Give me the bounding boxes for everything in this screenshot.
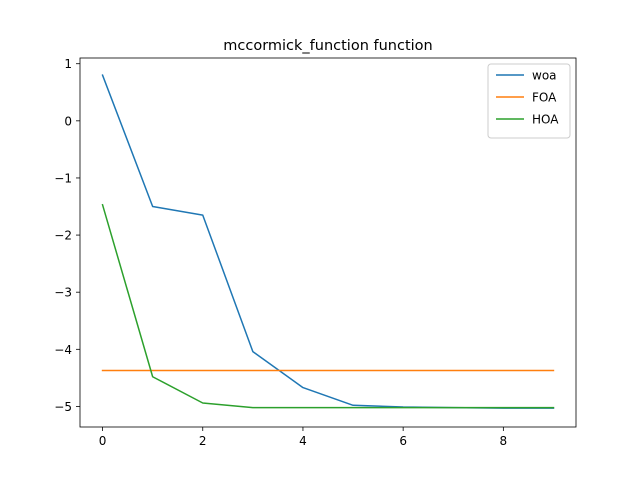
x-tick-label: 6 — [399, 434, 407, 448]
x-axis: 0 2 4 6 8 — [99, 427, 507, 448]
y-tick-label: −4 — [54, 343, 72, 357]
series-lines — [101, 74, 555, 409]
y-tick-label: −3 — [54, 286, 72, 300]
plot-area-frame — [79, 57, 577, 428]
x-tick-label: 0 — [99, 434, 107, 448]
x-tick-label: 2 — [199, 434, 207, 448]
y-axis: 1 0 −1 −2 −3 −4 −5 — [54, 57, 80, 414]
series-line-hoa — [101, 203, 555, 409]
legend: woa FOA HOA — [487, 63, 571, 139]
y-tick-label: 0 — [64, 114, 72, 128]
legend-label-woa: woa — [532, 69, 557, 83]
y-tick-label: 1 — [64, 57, 72, 71]
x-tick-label: 8 — [500, 434, 508, 448]
y-tick-label: −1 — [54, 171, 72, 185]
y-tick-label: −2 — [54, 229, 72, 243]
y-tick-label: −5 — [54, 400, 72, 414]
legend-label-foa: FOA — [532, 91, 557, 105]
legend-label-hoa: HOA — [532, 113, 559, 127]
chart-title: mccormick_function function — [223, 38, 433, 54]
x-tick-label: 4 — [299, 434, 307, 448]
